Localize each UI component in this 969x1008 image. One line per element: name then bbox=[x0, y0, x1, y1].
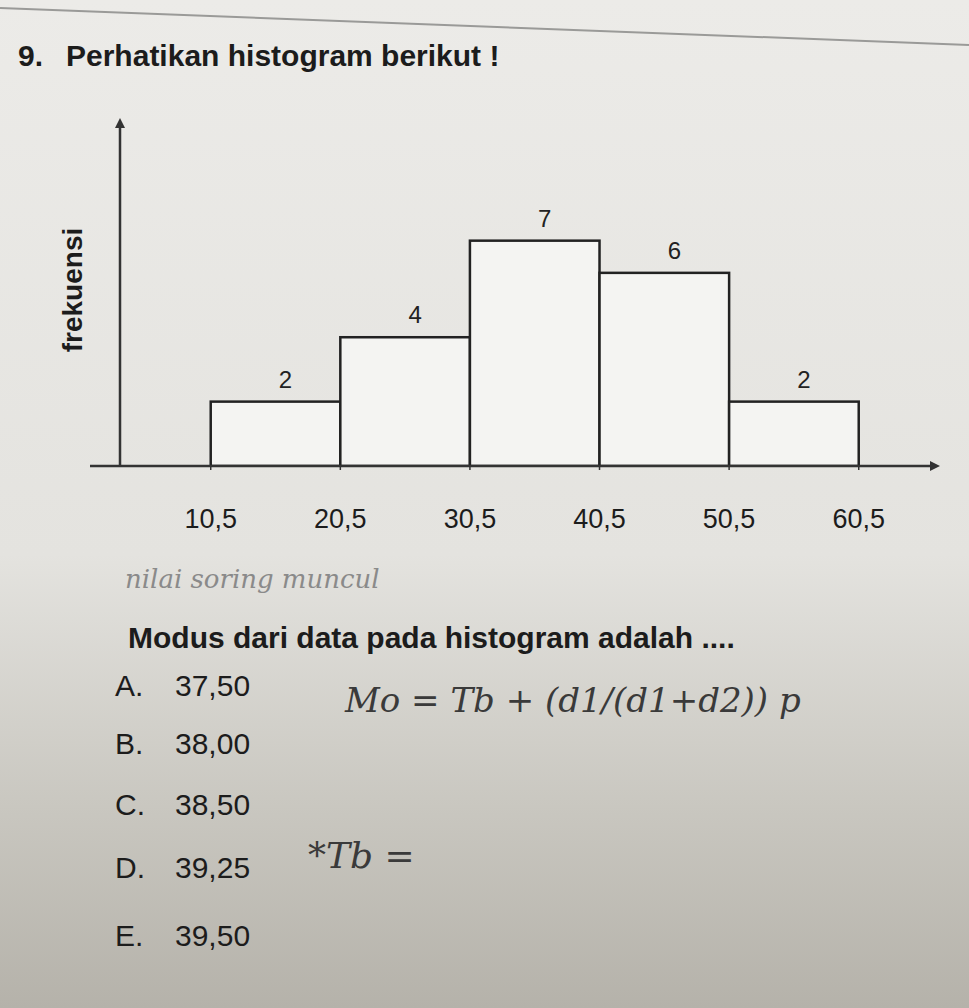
histogram-bar bbox=[729, 402, 859, 466]
histogram-bar bbox=[340, 337, 470, 466]
x-tick bbox=[599, 466, 601, 470]
histogram-bar bbox=[211, 402, 341, 466]
x-tick bbox=[469, 466, 471, 470]
option-text: 38,00 bbox=[175, 727, 250, 760]
x-tick bbox=[858, 466, 860, 470]
data-label: 2 bbox=[797, 366, 810, 393]
option-text: 38,50 bbox=[175, 788, 250, 821]
page: 9. Perhatikan histogram berikut ! 2 4 7 6 2 10,… bbox=[0, 0, 969, 1008]
option-letter: D. bbox=[115, 851, 145, 884]
option-letter: B. bbox=[115, 727, 143, 760]
data-label: 2 bbox=[279, 366, 292, 393]
y-axis-arrow bbox=[115, 118, 125, 128]
x-tick bbox=[728, 466, 730, 470]
option-text: 37,50 bbox=[175, 669, 250, 702]
y-axis-label: frekuensi bbox=[57, 228, 88, 353]
handwriting: nilai soring muncul bbox=[125, 564, 380, 594]
handwriting: *Tb = bbox=[308, 835, 415, 876]
histogram-bar bbox=[600, 273, 730, 466]
bars bbox=[211, 241, 859, 466]
x-tick-label: 30,5 bbox=[444, 504, 497, 534]
question-number: 9. bbox=[18, 39, 43, 72]
x-tick bbox=[210, 466, 212, 470]
option-text: 39,25 bbox=[175, 851, 250, 884]
question-prompt: Modus dari data pada histogram adalah ..… bbox=[128, 621, 735, 654]
option-letter: C. bbox=[115, 788, 145, 821]
data-label: 7 bbox=[538, 205, 551, 232]
question-text: Perhatikan histogram berikut ! bbox=[66, 39, 499, 72]
data-label: 6 bbox=[668, 237, 681, 264]
histogram-bar bbox=[470, 241, 600, 466]
x-tick-label: 40,5 bbox=[573, 504, 626, 534]
x-axis-arrow bbox=[930, 461, 940, 471]
data-label: 4 bbox=[408, 301, 421, 328]
option-letter: E. bbox=[115, 919, 143, 952]
x-tick bbox=[340, 466, 342, 470]
x-axis bbox=[90, 465, 930, 468]
x-tick-label: 60,5 bbox=[832, 504, 885, 534]
x-tick-label: 10,5 bbox=[184, 504, 237, 534]
x-tick-label: 20,5 bbox=[314, 504, 367, 534]
x-tick-label: 50,5 bbox=[703, 504, 756, 534]
option-letter: A. bbox=[115, 669, 143, 702]
option-text: 39,50 bbox=[175, 919, 250, 952]
y-axis bbox=[119, 128, 122, 466]
handwriting: Mo = Tb + (d1/(d1+d2)) p bbox=[344, 680, 801, 720]
